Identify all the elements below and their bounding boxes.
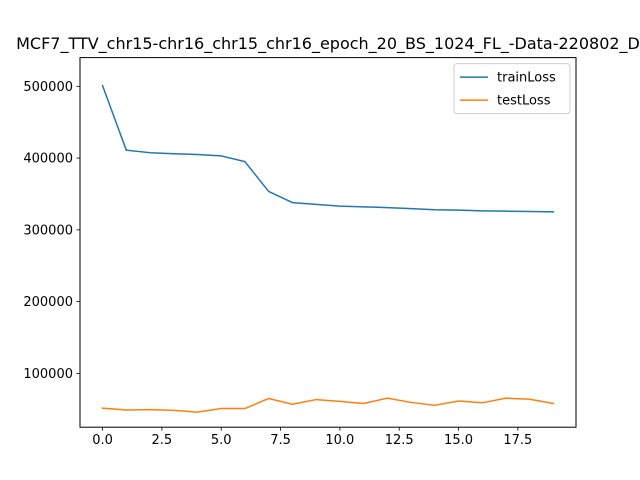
y-tick-label: 500000 (23, 80, 73, 95)
y-tick-label: 200000 (23, 295, 73, 310)
x-tick-label: 17.5 (503, 433, 532, 448)
y-axis: 100000 200000 300000 400000 500000 (23, 80, 80, 382)
series-line-trainLoss (101, 84, 555, 213)
legend: trainLoss testLoss (453, 63, 571, 115)
x-tick-label: 5.0 (211, 433, 232, 448)
x-tick-label: 15.0 (444, 433, 473, 448)
chart-title: MCF7_TTV_chr15-chr16_chr15_chr16_epoch_2… (16, 34, 640, 54)
x-tick-label: 10.0 (325, 433, 354, 448)
legend-label-testLoss: testLoss (497, 94, 551, 109)
x-tick-label: 2.5 (152, 433, 173, 448)
legend-box (453, 63, 571, 115)
axes-frame (79, 57, 577, 428)
x-tick-label: 0.0 (92, 433, 113, 448)
plot-lines (101, 84, 555, 413)
y-tick-label: 400000 (23, 152, 73, 167)
series-line-testLoss (101, 397, 555, 413)
y-tick-label: 100000 (23, 367, 73, 382)
x-axis: 0.0 2.5 5.0 7.5 10.0 12.5 15.0 17.5 (92, 427, 532, 448)
x-tick-label: 7.5 (270, 433, 291, 448)
x-tick-label: 12.5 (385, 433, 414, 448)
legend-label-trainLoss: trainLoss (497, 71, 556, 86)
y-tick-label: 300000 (23, 223, 73, 238)
